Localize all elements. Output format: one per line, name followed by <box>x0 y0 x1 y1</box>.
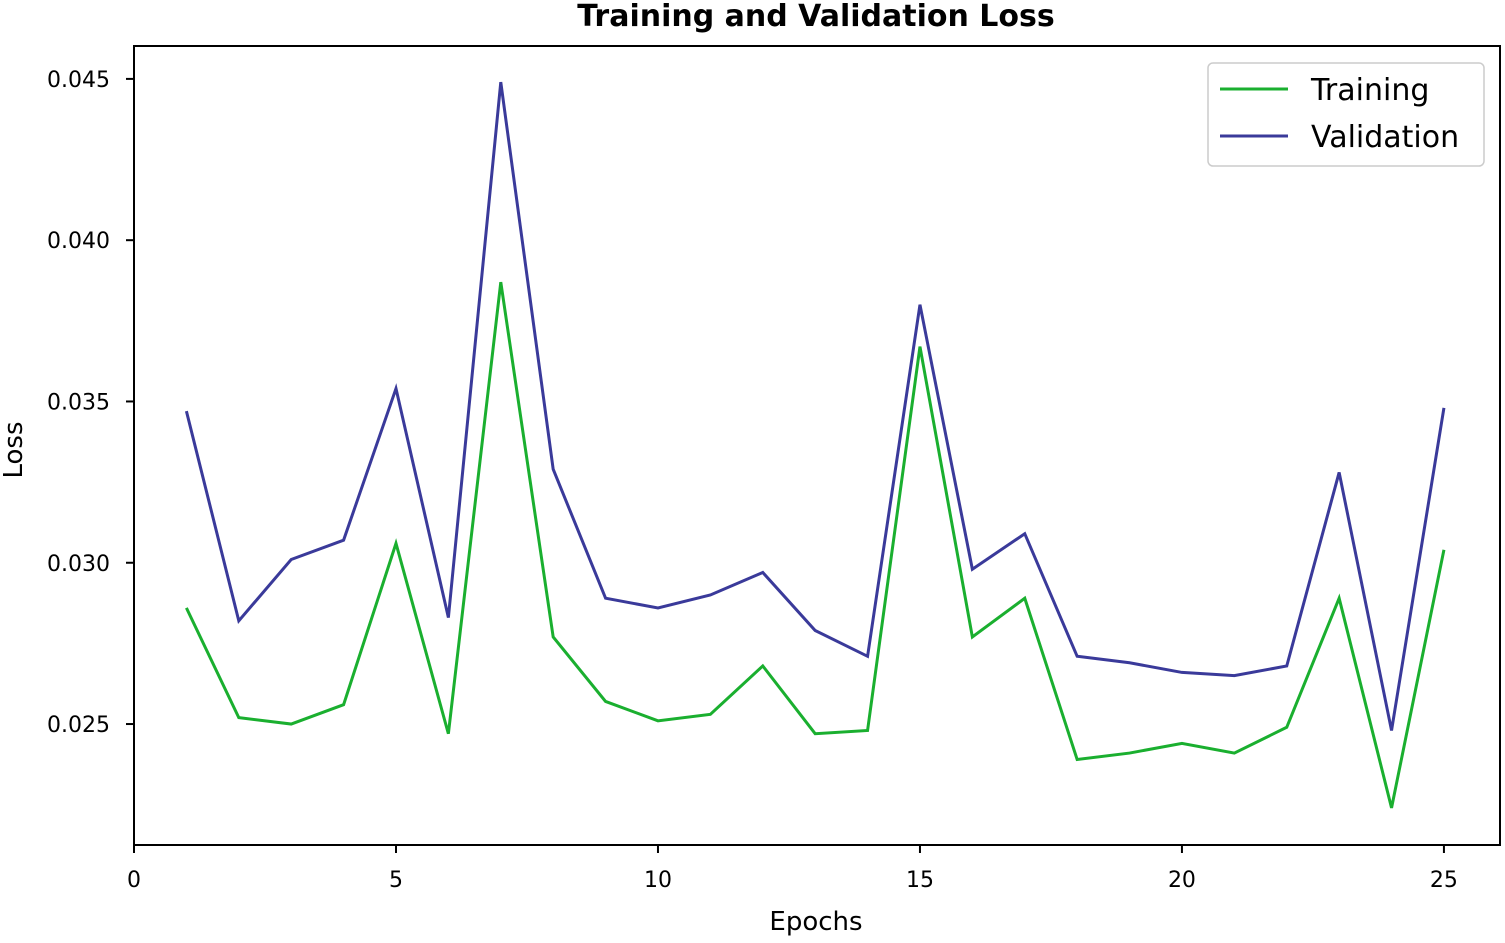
x-tick-label: 15 <box>906 868 934 893</box>
x-tick-label: 20 <box>1168 868 1196 893</box>
series-line-training <box>185 281 1446 809</box>
x-tick-label: 25 <box>1430 868 1458 893</box>
legend-label-validation: Validation <box>1311 120 1459 155</box>
y-axis: 0.025 0.030 0.035 0.040 0.045 <box>47 68 134 738</box>
series-line-validation <box>184 81 1446 731</box>
y-axis-label: Loss <box>0 421 29 478</box>
x-tick-label: 0 <box>127 868 141 893</box>
y-tick-label: 0.030 <box>47 552 110 577</box>
plot-frame <box>133 45 1501 846</box>
legend: Training Validation <box>1207 62 1485 167</box>
x-axis: 0 5 10 15 20 25 <box>127 845 1458 893</box>
y-tick-label: 0.040 <box>47 229 110 254</box>
x-axis-label: Epochs <box>769 907 862 937</box>
y-tick-label: 0.025 <box>47 713 110 738</box>
legend-label-training: Training <box>1310 73 1429 108</box>
y-tick-label: 0.045 <box>47 68 110 93</box>
series-lines <box>184 81 1446 809</box>
x-tick-label: 5 <box>389 868 403 893</box>
y-tick-label: 0.035 <box>47 390 110 415</box>
x-tick-label: 10 <box>644 868 672 893</box>
chart-title: Training and Validation Loss <box>577 0 1055 34</box>
